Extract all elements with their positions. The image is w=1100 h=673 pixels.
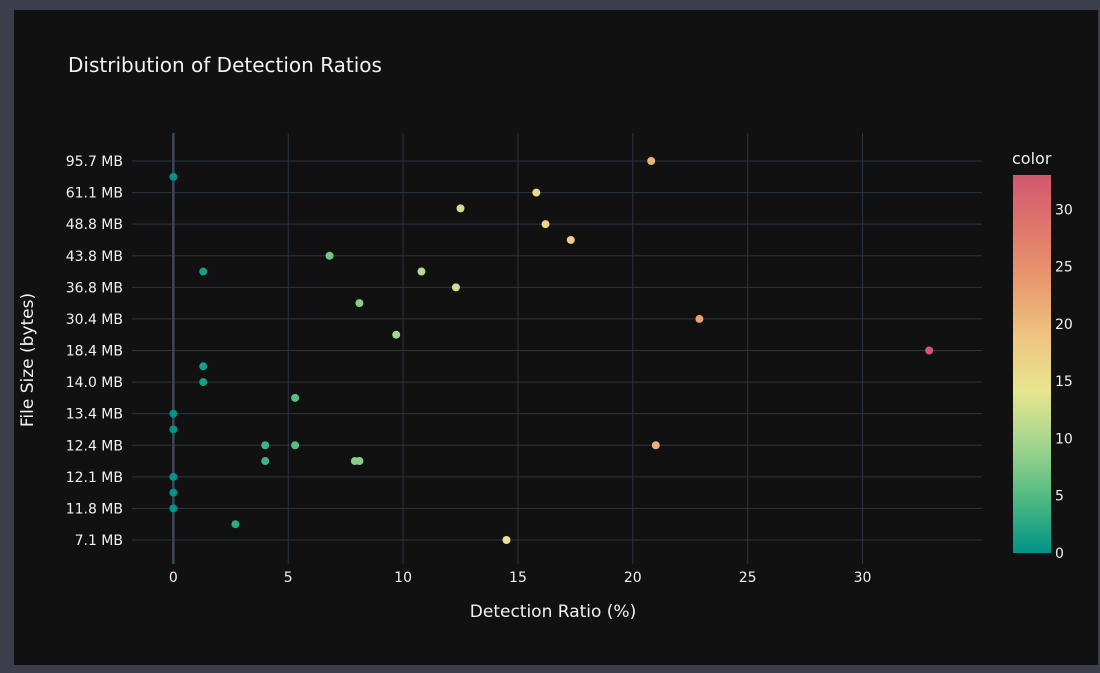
data-point [169,472,178,481]
y-tick-label: 13.4 MB [66,407,123,423]
chart-title: Distribution of Detection Ratios [68,53,382,77]
data-point [925,346,934,355]
x-tick-label: 15 [509,570,527,586]
y-tick-label: 14.0 MB [66,375,123,391]
x-tick-label: 10 [394,570,412,586]
colorbar-gradient [1013,175,1051,553]
y-tick-label: 7.1 MB [75,533,123,549]
data-point [291,393,300,402]
data-point [355,457,364,466]
data-point [261,457,270,466]
x-tick-label: 0 [169,570,178,586]
colorbar-tick-label: 10 [1055,431,1073,447]
data-point [169,488,178,497]
colorbar-tick-label: 0 [1055,546,1064,562]
y-tick-label: 95.7 MB [66,154,123,170]
y-axis-title: File Size (bytes) [18,293,38,427]
data-point [695,314,704,323]
data-point [647,157,656,165]
data-point [291,441,300,450]
data-point [451,283,460,292]
colorbar-tick-label: 25 [1055,260,1073,276]
colorbar-tick-labels: 0 5 10 15 20 25 30 [1055,202,1073,562]
data-point [169,409,178,418]
colorbar-title: color [1012,149,1052,168]
y-tick-label: 48.8 MB [66,217,123,233]
data-point [532,188,541,197]
y-tick-label: 30.4 MB [66,312,123,328]
y-tick-label: 18.4 MB [66,344,123,360]
data-point [169,172,178,181]
data-point [541,220,550,229]
data-point [169,425,178,434]
scatter-chart: Distribution of Detection Ratios 0 5 10 15 2… [18,53,1073,622]
data-point [651,441,660,450]
x-tick-labels: 0 5 10 15 20 25 30 [169,570,872,586]
y-tick-label: 12.1 MB [66,470,123,486]
data-point [231,520,240,529]
colorbar-tick-label: 30 [1055,202,1073,218]
y-tick-label: 43.8 MB [66,249,123,265]
x-tick-label: 20 [624,570,642,586]
x-tick-label: 25 [739,570,757,586]
data-point [199,267,208,276]
y-tick-label: 36.8 MB [66,280,123,296]
data-point [355,299,364,308]
data-point [417,267,426,276]
data-point [199,362,208,371]
grid-lines [132,133,982,564]
y-tick-label: 11.8 MB [66,501,123,517]
data-point [502,536,511,544]
x-tick-label: 30 [854,570,872,586]
data-points [169,157,934,544]
data-point [566,235,575,244]
x-tick-label: 5 [284,570,293,586]
colorbar-tick-label: 15 [1055,374,1073,390]
data-point [456,204,465,213]
chart-panel: Distribution of Detection Ratios 0 5 10 15 2… [14,10,1098,665]
x-axis-title: Detection Ratio (%) [470,602,636,622]
data-point [199,378,208,387]
data-point [261,441,270,450]
data-point [392,330,401,339]
y-tick-label: 12.4 MB [66,438,123,454]
y-tick-label: 61.1 MB [66,186,123,202]
colorbar: color 0 5 10 15 20 25 30 [1012,149,1073,562]
data-point [325,251,334,260]
colorbar-tick-label: 5 [1055,489,1064,505]
data-point [169,504,178,513]
y-tick-labels: 7.1 MB 11.8 MB 12.1 MB 12.4 MB 13.4 MB 14.0 M… [66,154,123,549]
colorbar-tick-label: 20 [1055,317,1073,333]
